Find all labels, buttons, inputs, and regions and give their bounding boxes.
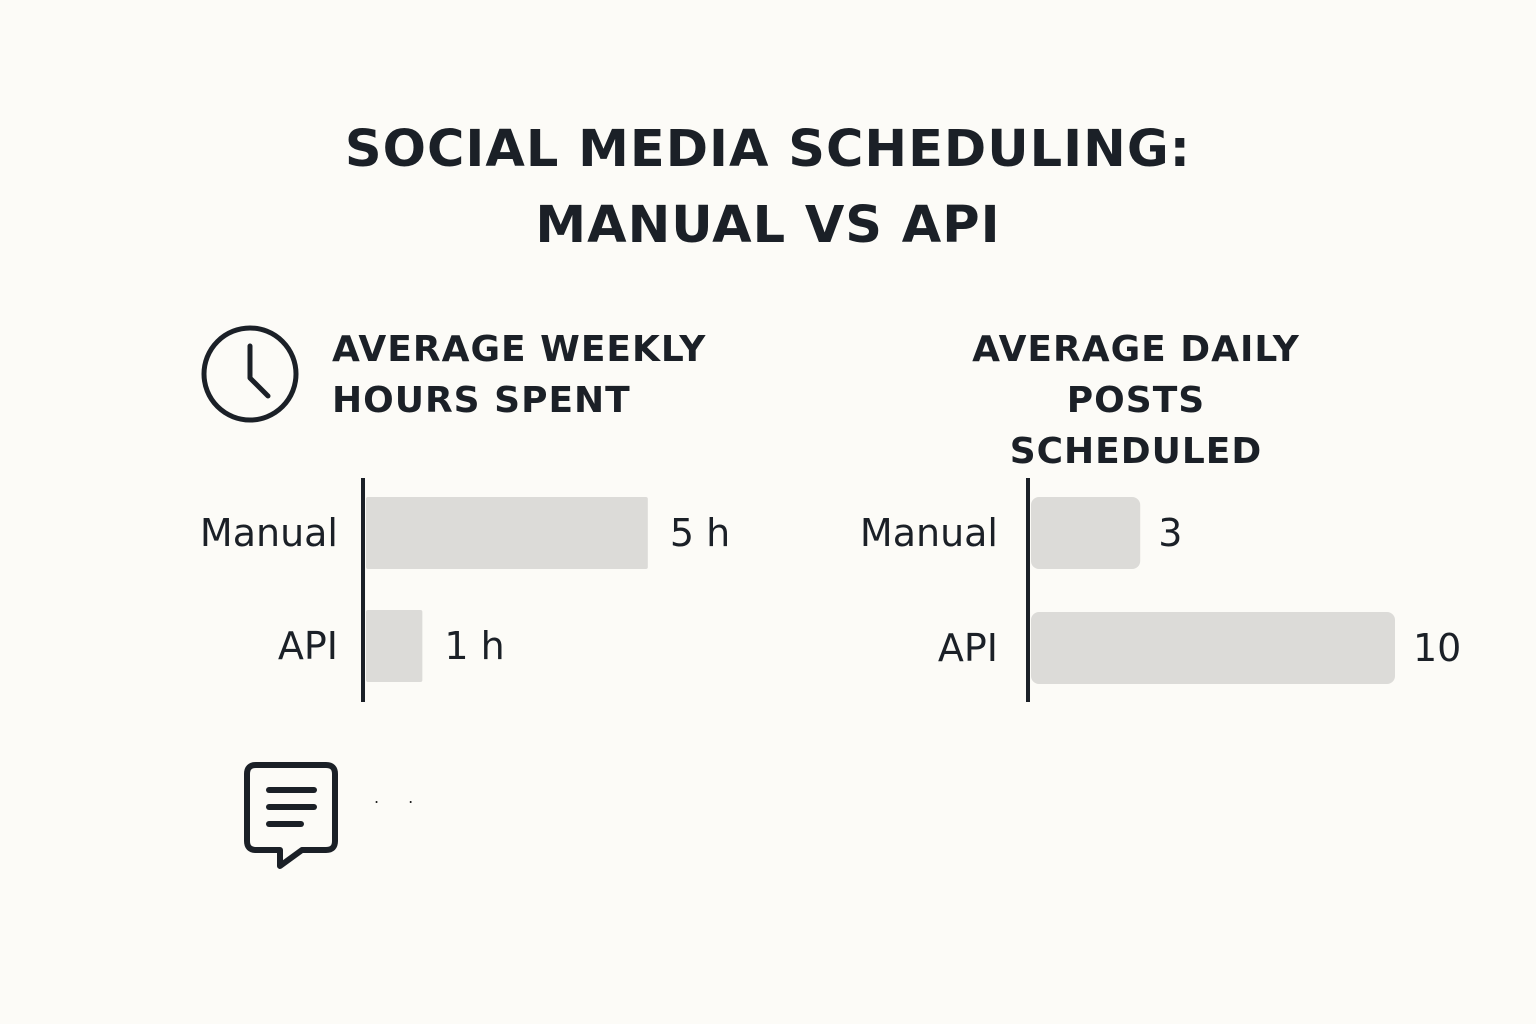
posts-panel-title-line-1: AVERAGE DAILY <box>972 329 1300 370</box>
comment-icon <box>244 762 338 869</box>
value-label-0-manual: 5 h <box>670 511 730 555</box>
value-label-1-manual: 3 <box>1158 511 1182 555</box>
bar-1-api <box>1031 612 1395 684</box>
clock-icon <box>201 325 299 423</box>
chart-title-line-2: MANUAL VS API <box>535 196 1001 255</box>
hours-panel-title-line-2: HOURS SPENT <box>332 380 631 421</box>
value-label-0-api: 1 h <box>444 624 504 668</box>
hours-panel-title: AVERAGE WEEKLY HOURS SPENT <box>332 324 706 426</box>
value-label-1-api: 10 <box>1413 626 1461 670</box>
decorative-dots: . . <box>374 788 426 807</box>
bar-1-manual <box>1031 497 1141 569</box>
hours-panel-title-line-1: AVERAGE WEEKLY <box>332 329 707 370</box>
category-label-1-manual: Manual <box>860 511 998 555</box>
chart-title-line-1: SOCIAL MEDIA SCHEDULING: <box>344 120 1192 179</box>
bar-0-manual <box>366 497 648 569</box>
bar-0-api <box>366 610 423 682</box>
posts-panel-title-line-2: POSTS SCHEDULED <box>1009 380 1263 472</box>
category-label-1-api: API <box>938 626 998 670</box>
category-label-0-manual: Manual <box>200 511 338 555</box>
chart-title: SOCIAL MEDIA SCHEDULING: MANUAL VS API <box>0 112 1536 264</box>
category-label-0-api: API <box>278 624 338 668</box>
posts-panel-title: AVERAGE DAILY POSTS SCHEDULED <box>936 324 1336 477</box>
